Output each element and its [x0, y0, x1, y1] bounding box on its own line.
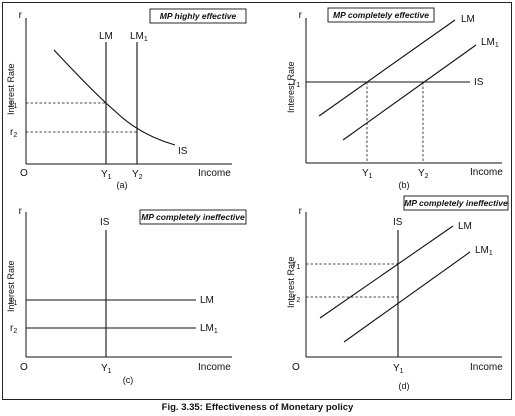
panel-b-lm1-curve	[342, 44, 477, 141]
panel-a-is-curve	[53, 49, 176, 146]
panel-c-r-axis-label: r	[19, 206, 23, 217]
panel-d-is-label: IS	[393, 217, 403, 228]
panel-b-r-axis-label: r	[299, 10, 303, 21]
panel-a-y1-label: Y1	[101, 169, 112, 181]
panel-d: MP completely ineffective r Interest Rat…	[286, 195, 509, 391]
panel-b-y2-label: Y2	[418, 168, 429, 180]
panel-b-lm-label: LM	[461, 14, 475, 25]
monetary-policy-figure: MP highly effective r Interest Rate O In…	[6, 7, 509, 391]
panel-d-y1-label: Y1	[393, 363, 404, 375]
panel-d-title-box	[403, 195, 509, 211]
panel-a-y2-label: Y2	[132, 169, 143, 181]
panel-c: MP completely ineffective r Interest Rat…	[6, 206, 247, 385]
panel-b-r1-label: r1	[293, 77, 300, 89]
panel-d-lm1-label: LM1	[475, 245, 493, 257]
panel-a-y-title: Interest Rate	[6, 63, 16, 115]
panel-a: MP highly effective r Interest Rate O In…	[6, 8, 247, 190]
panel-a-x-title: Income	[198, 168, 231, 179]
panel-d-r1-label: r1	[293, 259, 300, 271]
panel-c-label: (c)	[123, 375, 134, 385]
panel-b-is-label: IS	[474, 77, 484, 88]
panel-a-r-axis-label: r	[19, 10, 23, 21]
panel-d-origin: O	[292, 362, 300, 373]
panel-a-lm-label: LM	[99, 31, 113, 42]
panel-c-r1-label: r1	[10, 295, 17, 307]
panel-a-r2-label: r2	[10, 127, 17, 139]
panel-b-x-title: Income	[470, 167, 503, 178]
panel-c-r2-label: r2	[10, 323, 17, 335]
panel-c-y1-label: Y1	[101, 363, 112, 375]
panel-b-lm1-label: LM1	[481, 37, 499, 49]
panel-b-y-title: Interest Rate	[286, 61, 296, 113]
panel-d-label: (d)	[399, 381, 410, 391]
panel-a-label: (a)	[117, 180, 128, 190]
panel-b-label: (b)	[399, 180, 410, 190]
panel-c-is-label: IS	[100, 217, 110, 228]
panel-b-lm-curve	[318, 19, 456, 117]
panel-c-title: MP completely ineffective	[141, 212, 245, 222]
panel-d-x-title: Income	[470, 362, 503, 373]
panel-d-r2-label: r2	[293, 292, 300, 304]
panel-d-y-title: Interest Rate	[286, 256, 296, 308]
panel-d-lm1-curve	[343, 251, 471, 343]
panel-c-lm-label: LM	[200, 295, 214, 306]
panel-b: MP completely effective r Interest Rate …	[286, 7, 503, 190]
panel-c-y-title: Interest Rate	[6, 260, 16, 312]
panel-a-title: MP highly effective	[160, 11, 237, 21]
panel-d-r-axis-label: r	[299, 206, 303, 217]
panel-c-x-title: Income	[198, 362, 231, 373]
figure-frame	[2, 2, 512, 400]
panel-a-title-box	[149, 8, 247, 24]
panel-c-title-box	[139, 209, 247, 225]
panel-a-is-label: IS	[178, 146, 188, 157]
panel-b-title-box	[327, 7, 435, 23]
panel-b-title: MP completely effective	[333, 10, 429, 20]
panel-a-r1-label: r1	[10, 98, 17, 110]
panel-d-title: MP completely ineffective	[404, 198, 508, 208]
panel-b-y1-label: Y1	[362, 168, 373, 180]
panel-d-lm-curve	[319, 225, 454, 319]
panel-a-origin: O	[20, 168, 28, 179]
panel-c-origin: O	[20, 362, 28, 373]
panel-d-lm-label: LM	[458, 221, 472, 232]
figure-caption: Fig. 3.35: Effectiveness of Monetary pol…	[161, 402, 354, 413]
panel-c-lm1-label: LM1	[200, 323, 218, 335]
panel-a-lm1-label: LM1	[130, 31, 148, 43]
